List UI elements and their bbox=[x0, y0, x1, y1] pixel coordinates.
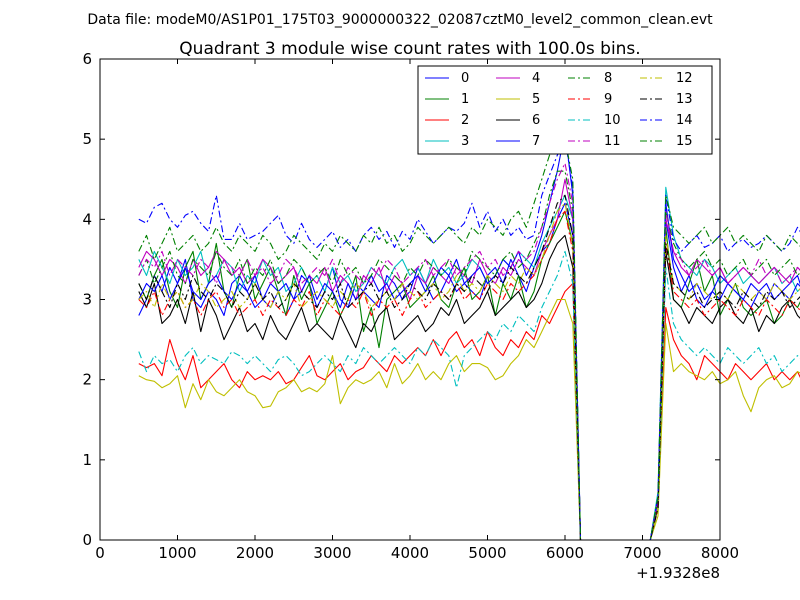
legend-label: 4 bbox=[532, 71, 540, 86]
legend-label: 13 bbox=[676, 92, 693, 107]
legend-item-2: 2 bbox=[425, 113, 469, 128]
y-tick-label: 4 bbox=[82, 210, 92, 228]
y-tick-label: 2 bbox=[82, 371, 92, 389]
legend-item-10: 10 bbox=[568, 113, 621, 128]
x-tick-label: 3000 bbox=[313, 544, 351, 562]
y-tick-label: 0 bbox=[82, 531, 92, 549]
legend-item-3: 3 bbox=[425, 134, 469, 149]
legend-item-9: 9 bbox=[568, 92, 612, 107]
legend-item-1: 1 bbox=[425, 92, 469, 107]
y-tick-label: 6 bbox=[82, 50, 92, 68]
series-line-9 bbox=[138, 210, 800, 541]
legend-item-0: 0 bbox=[425, 71, 469, 86]
x-offset-label: +1.9328e8 bbox=[636, 564, 720, 582]
x-tick-label: 0 bbox=[95, 544, 105, 562]
y-tick-label: 5 bbox=[82, 130, 92, 148]
x-tick-label: 4000 bbox=[391, 544, 429, 562]
legend-label: 7 bbox=[532, 134, 540, 149]
y-tick-label: 1 bbox=[82, 451, 92, 469]
legend-item-12: 12 bbox=[640, 71, 693, 86]
x-tick-label: 5000 bbox=[468, 544, 506, 562]
legend-label: 15 bbox=[676, 134, 693, 149]
legend-item-11: 11 bbox=[568, 134, 621, 149]
x-tick-label: 1000 bbox=[158, 544, 196, 562]
legend-label: 14 bbox=[676, 113, 693, 128]
chart-title: Quadrant 3 module wise count rates with … bbox=[179, 39, 640, 59]
legend-frame bbox=[417, 65, 713, 155]
legend-label: 3 bbox=[461, 134, 469, 149]
data-file-label: Data file: modeM0/AS1P01_175T03_90000003… bbox=[87, 12, 713, 28]
series-line-11 bbox=[138, 162, 800, 541]
legend-item-6: 6 bbox=[496, 113, 540, 128]
legend-item-14: 14 bbox=[640, 113, 693, 128]
legend-label: 2 bbox=[461, 113, 469, 128]
legend-label: 9 bbox=[604, 92, 612, 107]
series-line-12 bbox=[138, 202, 800, 541]
legend-label: 6 bbox=[532, 113, 540, 128]
legend-label: 1 bbox=[461, 92, 469, 107]
legend-label: 8 bbox=[604, 71, 612, 86]
legend-label: 11 bbox=[604, 134, 621, 149]
legend-label: 12 bbox=[676, 71, 693, 86]
x-tick-label: 8000 bbox=[701, 544, 739, 562]
plot-frame bbox=[99, 58, 721, 541]
y-tick-label: 3 bbox=[82, 291, 92, 309]
legend-item-13: 13 bbox=[640, 92, 693, 107]
legend-label: 10 bbox=[604, 113, 621, 128]
x-tick-label: 7000 bbox=[623, 544, 661, 562]
legend-item-5: 5 bbox=[496, 92, 540, 107]
legend-item-15: 15 bbox=[640, 134, 693, 149]
legend-item-8: 8 bbox=[568, 71, 612, 86]
x-tick-label: 6000 bbox=[546, 544, 584, 562]
x-tick-label: 2000 bbox=[236, 544, 274, 562]
legend-item-7: 7 bbox=[496, 134, 540, 149]
legend-label: 0 bbox=[461, 71, 469, 86]
legend-item-4: 4 bbox=[496, 71, 540, 86]
legend-label: 5 bbox=[532, 92, 540, 107]
